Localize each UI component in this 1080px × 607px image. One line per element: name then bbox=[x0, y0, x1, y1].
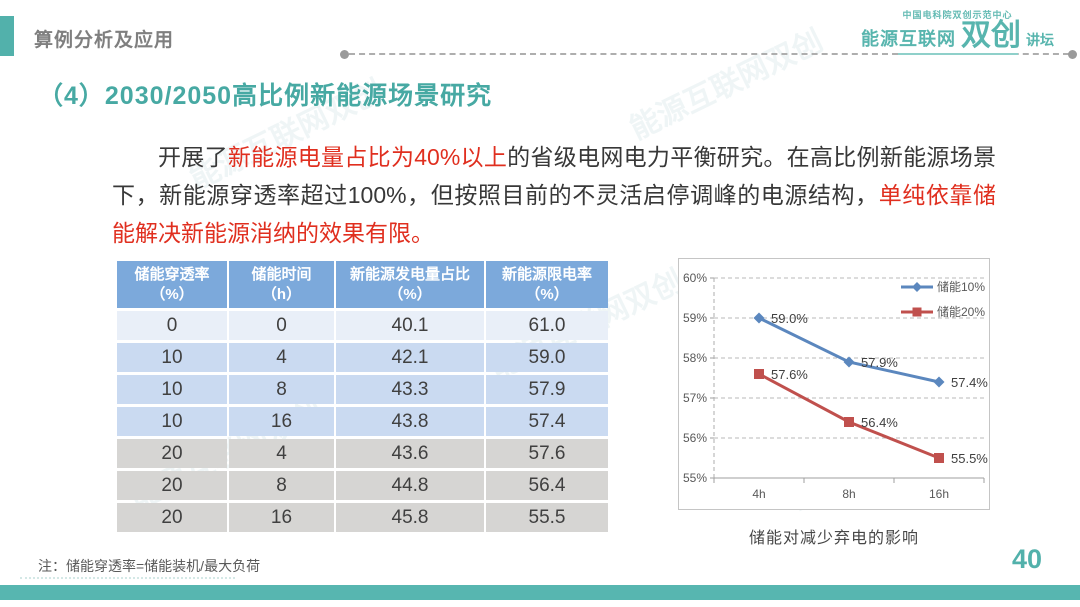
table-row: 20 8 44.8 56.4 bbox=[117, 471, 608, 500]
table-row: 20 16 45.8 55.5 bbox=[117, 503, 608, 532]
table-cell: 57.4 bbox=[486, 407, 608, 436]
table-row: 10 8 43.3 57.9 bbox=[117, 375, 608, 404]
table-header-cell: 新能源发电量占比 （%） bbox=[336, 261, 484, 308]
y-tick-label: 60% bbox=[683, 271, 707, 285]
y-tick-label: 56% bbox=[683, 431, 707, 445]
paragraph-highlight: 新能源电量占比为40%以上 bbox=[227, 144, 508, 170]
table-cell: 8 bbox=[229, 375, 334, 404]
data-label: 56.4% bbox=[861, 415, 898, 430]
table-cell: 20 bbox=[117, 503, 227, 532]
series-marker-diamond bbox=[753, 312, 765, 324]
footnote: 注：储能穿透率=储能装机/最大负荷 bbox=[38, 558, 261, 574]
table-cell: 8 bbox=[229, 471, 334, 500]
table-cell: 4 bbox=[229, 343, 334, 372]
legend-label: 储能10% bbox=[937, 279, 985, 294]
table-cell: 43.6 bbox=[336, 439, 484, 468]
data-label: 57.9% bbox=[861, 355, 898, 370]
header-dot-right bbox=[1068, 50, 1077, 59]
line-chart: 60% 59% 58% 57% 56% 55% 4h 8h 16h 59.0% 57.9% 57.4%… bbox=[678, 258, 990, 510]
y-tick-label: 58% bbox=[683, 351, 707, 365]
data-label: 57.6% bbox=[771, 367, 808, 382]
logo-underline bbox=[897, 53, 1018, 55]
table-header-row: 储能穿透率 （%） 储能时间 （h） 新能源发电量占比 （%） 新能源限电率 （%） bbox=[117, 261, 608, 308]
series-marker-square bbox=[754, 369, 764, 379]
y-tick-label: 55% bbox=[683, 471, 707, 485]
logo-main-text: 双创 bbox=[961, 19, 1021, 52]
table-row: 10 4 42.1 59.0 bbox=[117, 343, 608, 372]
y-tick-label: 57% bbox=[683, 391, 707, 405]
table-row: 10 16 43.8 57.4 bbox=[117, 407, 608, 436]
table-cell: 43.8 bbox=[336, 407, 484, 436]
results-table: 储能穿透率 （%） 储能时间 （h） 新能源发电量占比 （%） 新能源限电率 （%） 0 0 40… bbox=[115, 258, 610, 535]
table-cell: 0 bbox=[117, 311, 227, 340]
series-marker-diamond bbox=[843, 356, 855, 368]
watermark: 能源互联网双创 bbox=[624, 24, 829, 147]
table-cell: 59.0 bbox=[486, 343, 608, 372]
series-marker-diamond bbox=[912, 282, 922, 292]
logo-row: 能源互联网 双创 讲坛 bbox=[850, 19, 1065, 52]
series-marker-square bbox=[844, 417, 854, 427]
table-cell: 43.3 bbox=[336, 375, 484, 404]
paragraph-segment: 开展了 bbox=[158, 144, 228, 170]
table-row: 0 0 40.1 61.0 bbox=[117, 311, 608, 340]
table-cell: 57.9 bbox=[486, 375, 608, 404]
header-accent-block bbox=[0, 16, 14, 56]
chart-caption: 储能对减少弃电的影响 bbox=[748, 530, 919, 547]
data-label: 59.0% bbox=[771, 311, 808, 326]
table-cell: 20 bbox=[117, 439, 227, 468]
x-tick-label: 16h bbox=[929, 487, 949, 501]
header-dashed-line bbox=[349, 53, 1069, 55]
table-header-cell: 储能穿透率 （%） bbox=[117, 261, 227, 308]
header-dot-left bbox=[340, 50, 349, 59]
table-cell: 0 bbox=[229, 311, 334, 340]
table-header-cell: 储能时间 （h） bbox=[229, 261, 334, 308]
data-label: 55.5% bbox=[951, 451, 988, 466]
series-marker-square bbox=[912, 307, 922, 317]
table-cell: 10 bbox=[117, 407, 227, 436]
table-head: 储能穿透率 （%） 储能时间 （h） 新能源发电量占比 （%） 新能源限电率 （%） bbox=[117, 261, 608, 308]
paragraph-segment: 的省级电网电力平衡研究。在高比例新能源场景下，新能源穿透率超过100%，但按照目… bbox=[112, 144, 997, 208]
table-cell: 56.4 bbox=[486, 471, 608, 500]
brand-logo: 中国电科院双创示范中心 能源互联网 双创 讲坛 bbox=[850, 8, 1065, 55]
paragraph-highlight: 单纯依靠储能解决新能源消纳的效果有限。 bbox=[112, 182, 997, 246]
table-cell: 40.1 bbox=[336, 311, 484, 340]
table-header-cell: 新能源限电率 （%） bbox=[486, 261, 608, 308]
table-cell: 16 bbox=[229, 503, 334, 532]
table-body: 0 0 40.1 61.0 10 4 42.1 59.0 10 8 43.3 57.9 10 16 43.8… bbox=[117, 311, 608, 532]
legend-label: 储能20% bbox=[937, 304, 985, 319]
table-cell: 45.8 bbox=[336, 503, 484, 532]
series-marker-diamond bbox=[933, 376, 945, 388]
table-cell: 16 bbox=[229, 407, 334, 436]
table-cell: 57.6 bbox=[486, 439, 608, 468]
section-title: 算例分析及应用 bbox=[34, 30, 175, 51]
table-row: 20 4 43.6 57.6 bbox=[117, 439, 608, 468]
table-cell: 44.8 bbox=[336, 471, 484, 500]
table-cell: 4 bbox=[229, 439, 334, 468]
series-line bbox=[758, 372, 940, 460]
table-cell: 20 bbox=[117, 471, 227, 500]
logo-subtitle: 中国电科院双创示范中心 bbox=[902, 10, 1013, 20]
data-label: 57.4% bbox=[951, 375, 988, 390]
table-cell: 61.0 bbox=[486, 311, 608, 340]
body-paragraph: 开展了新能源电量占比为40%以上的省级电网电力平衡研究。在高比例新能源场景下，新… bbox=[112, 138, 996, 252]
chart-svg: 60% 59% 58% 57% 56% 55% 4h 8h 16h 59.0% 57.9% 57.4%… bbox=[683, 271, 988, 501]
table-cell: 55.5 bbox=[486, 503, 608, 532]
x-tick-label: 4h bbox=[752, 487, 765, 501]
logo-brand-text: 能源互联网 bbox=[861, 29, 956, 49]
table-cell: 42.1 bbox=[336, 343, 484, 372]
table-cell: 10 bbox=[117, 343, 227, 372]
page-title: （4）2030/2050高比例新能源场景研究 bbox=[38, 82, 493, 110]
table-cell: 10 bbox=[117, 375, 227, 404]
x-tick-label: 8h bbox=[842, 487, 855, 501]
page-number: 40 bbox=[1011, 544, 1042, 574]
footer-dotted-line bbox=[20, 577, 235, 579]
y-tick-label: 59% bbox=[683, 311, 707, 325]
logo-right-text: 讲坛 bbox=[1026, 32, 1054, 48]
series-marker-square bbox=[934, 453, 944, 463]
bottom-accent-bar bbox=[0, 585, 1080, 600]
